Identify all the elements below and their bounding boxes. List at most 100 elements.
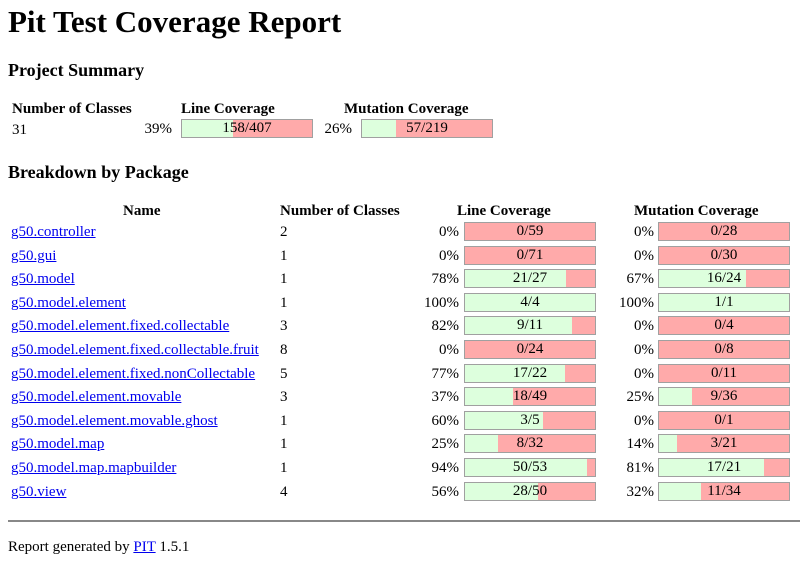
summary-line-percent: 39% bbox=[144, 121, 173, 137]
breakdown-header-name: Name bbox=[123, 203, 161, 219]
page-title: Pit Test Coverage Report bbox=[8, 4, 342, 39]
package-line-percent: 82% bbox=[431, 318, 460, 335]
summary-line-bar-text: 158/407 bbox=[222, 120, 272, 136]
footer-divider bbox=[8, 520, 800, 522]
package-classes: 1 bbox=[280, 460, 288, 476]
package-mutation-bar-fill bbox=[659, 270, 747, 288]
package-link[interactable]: g50.model.map.mapbuilder bbox=[11, 460, 177, 476]
package-classes: 1 bbox=[280, 294, 288, 311]
package-line-bar-fill bbox=[465, 482, 538, 500]
package-line-bar: 3/5 bbox=[464, 410, 596, 430]
package-line-bar: 18/49 bbox=[464, 387, 596, 407]
package-line-bar-text: 0/24 bbox=[516, 341, 544, 357]
package-mutation-bar: 0/11 bbox=[658, 363, 790, 383]
package-line-bar-text: 17/22 bbox=[512, 364, 548, 381]
package-line-bar-fill bbox=[465, 435, 498, 453]
breakdown-heading: Breakdown by Package bbox=[8, 162, 189, 182]
summary-classes-value: 31 bbox=[12, 122, 27, 138]
package-classes: 1 bbox=[280, 412, 288, 429]
package-line-bar: 17/22 bbox=[464, 363, 596, 383]
package-mutation-percent: 32% bbox=[626, 483, 655, 500]
summary-mutation-percent: 26% bbox=[324, 121, 353, 137]
package-line-bar-fill bbox=[465, 317, 572, 335]
package-mutation-bar: 1/1 bbox=[658, 292, 790, 312]
package-line-bar-text: 3/5 bbox=[520, 411, 540, 428]
footer-prefix: Report generated by bbox=[8, 539, 130, 555]
project-summary-heading: Project Summary bbox=[8, 60, 145, 80]
breakdown-header-mutation: Mutation Coverage bbox=[634, 203, 759, 219]
package-mutation-bar-text: 1/1 bbox=[714, 293, 734, 310]
package-line-bar-text: 8/32 bbox=[516, 435, 544, 452]
package-line-bar: 0/59 bbox=[464, 222, 596, 241]
package-line-bar-text: 21/27 bbox=[512, 270, 548, 287]
breakdown-header-line: Line Coverage bbox=[457, 203, 551, 219]
summary-header-line: Line Coverage bbox=[181, 101, 275, 117]
package-mutation-bar: 16/24 bbox=[658, 269, 790, 289]
package-mutation-percent: 67% bbox=[626, 271, 655, 288]
package-line-bar-text: 18/49 bbox=[512, 388, 548, 405]
package-link[interactable]: g50.model.map bbox=[11, 436, 105, 453]
package-mutation-bar-text: 3/21 bbox=[710, 435, 738, 452]
package-line-bar: 4/4 bbox=[464, 292, 596, 312]
package-line-bar-fill bbox=[465, 411, 543, 429]
package-link[interactable]: g50.model.element.fixed.collectable.frui… bbox=[11, 342, 259, 358]
package-link[interactable]: g50.model bbox=[11, 271, 75, 288]
package-line-bar: 0/24 bbox=[464, 340, 596, 359]
package-mutation-bar-text: 0/11 bbox=[710, 364, 738, 381]
package-mutation-bar-text: 0/28 bbox=[710, 223, 738, 239]
package-link[interactable]: g50.model.element.movable.ghost bbox=[11, 412, 218, 429]
package-mutation-bar-fill bbox=[659, 459, 765, 476]
package-mutation-bar-fill bbox=[659, 435, 678, 453]
package-mutation-percent: 0% bbox=[634, 412, 654, 429]
package-classes: 1 bbox=[280, 436, 288, 453]
package-classes: 5 bbox=[280, 365, 288, 382]
package-link[interactable]: g50.model.element bbox=[11, 294, 126, 311]
package-mutation-bar-fill bbox=[659, 482, 701, 500]
package-mutation-bar-text: 9/36 bbox=[710, 388, 738, 405]
summary-mutation-bar-text: 57/219 bbox=[406, 120, 448, 136]
footer-text: Report generated by PIT 1.5.1 bbox=[8, 538, 189, 556]
package-mutation-bar-text: 0/8 bbox=[714, 341, 734, 357]
summary-line-bar: 158/407 bbox=[181, 119, 313, 138]
package-link[interactable]: g50.view bbox=[11, 483, 67, 500]
package-line-percent: 77% bbox=[431, 365, 460, 382]
package-mutation-bar: 0/4 bbox=[658, 316, 790, 336]
package-link[interactable]: g50.model.element.fixed.collectable bbox=[11, 318, 230, 335]
package-mutation-bar: 0/8 bbox=[658, 340, 790, 359]
package-mutation-percent: 25% bbox=[626, 389, 655, 406]
package-mutation-bar: 17/21 bbox=[658, 458, 790, 477]
package-link[interactable]: g50.gui bbox=[11, 247, 57, 264]
package-mutation-bar: 0/28 bbox=[658, 222, 790, 241]
package-mutation-bar: 3/21 bbox=[658, 434, 790, 454]
package-link[interactable]: g50.model.element.fixed.nonCollectable bbox=[11, 365, 256, 382]
package-mutation-bar: 9/36 bbox=[658, 387, 790, 407]
footer-version: 1.5.1 bbox=[159, 539, 190, 555]
package-classes: 3 bbox=[280, 389, 288, 406]
breakdown-header-classes: Number of Classes bbox=[280, 203, 400, 219]
package-line-percent: 56% bbox=[431, 483, 460, 500]
package-line-percent: 94% bbox=[431, 460, 460, 476]
summary-mutation-bar: 57/219 bbox=[361, 119, 493, 138]
package-line-bar-text: 0/71 bbox=[516, 246, 544, 263]
package-mutation-bar: 0/30 bbox=[658, 245, 790, 265]
package-line-bar-fill bbox=[465, 364, 566, 382]
package-link[interactable]: g50.model.element.movable bbox=[11, 389, 182, 406]
package-mutation-bar-text: 16/24 bbox=[706, 270, 742, 287]
summary-line-bar-fill bbox=[182, 120, 233, 137]
package-mutation-bar-text: 0/1 bbox=[714, 411, 734, 428]
package-line-bar-fill bbox=[465, 270, 567, 288]
pit-link[interactable]: PIT bbox=[133, 539, 156, 555]
package-line-percent: 37% bbox=[431, 389, 460, 406]
package-line-bar: 9/11 bbox=[464, 316, 596, 336]
package-link[interactable]: g50.controller bbox=[11, 224, 96, 240]
package-mutation-percent: 0% bbox=[634, 247, 654, 264]
package-mutation-percent: 14% bbox=[626, 436, 655, 453]
package-line-bar: 50/53 bbox=[464, 458, 596, 477]
package-mutation-percent: 0% bbox=[634, 365, 654, 382]
package-mutation-bar-text: 0/30 bbox=[710, 246, 738, 263]
package-line-bar: 0/71 bbox=[464, 245, 596, 265]
package-mutation-bar: 11/34 bbox=[658, 481, 790, 501]
package-line-bar-fill bbox=[465, 388, 514, 406]
package-classes: 2 bbox=[280, 224, 288, 240]
package-line-bar: 8/32 bbox=[464, 434, 596, 454]
